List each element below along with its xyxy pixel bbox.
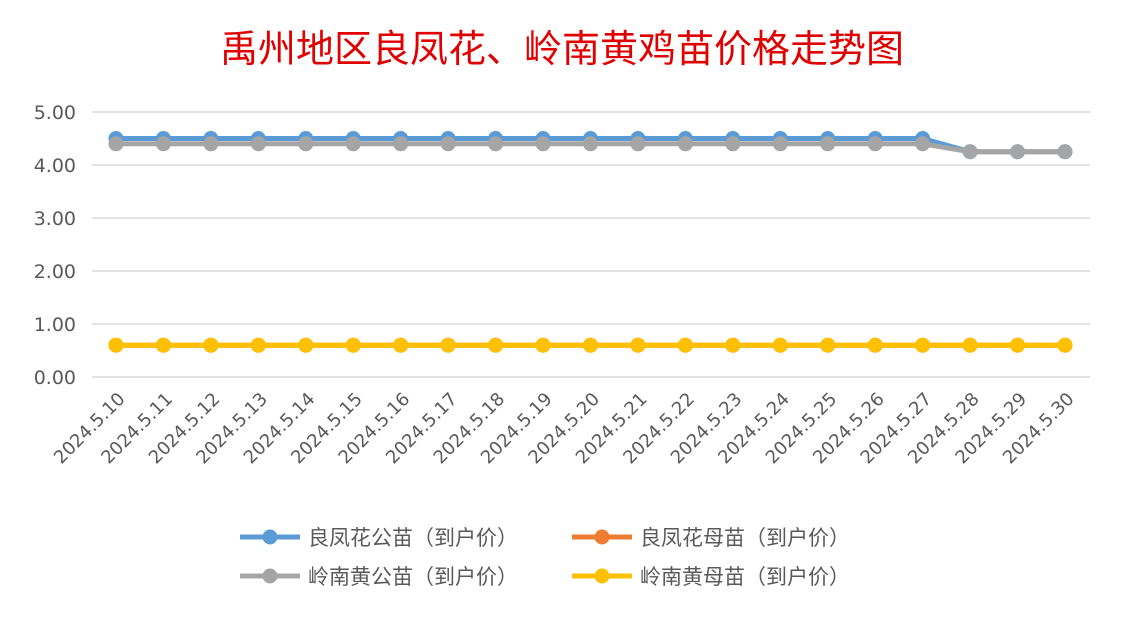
y-tick-label: 2.00 (34, 261, 76, 283)
legend: 良凤花公苗（到户价） 良凤花母苗（到户价） 岭南黄公苗（到户价） 岭南黄母苗（到户价） (240, 526, 850, 589)
data-point (867, 136, 883, 152)
legend-marker (262, 529, 278, 545)
data-point (298, 337, 314, 353)
y-axis-ticks: 0.00 1.00 2.00 3.00 4.00 5.00 (34, 102, 76, 389)
data-point (772, 337, 788, 353)
data-point (440, 136, 456, 152)
legend-label: 良凤花母苗（到户价） (640, 526, 850, 550)
data-point (488, 136, 504, 152)
y-tick-label: 3.00 (34, 208, 76, 230)
data-point (155, 337, 171, 353)
legend-item: 良凤花母苗（到户价） (572, 526, 850, 550)
series-3 (108, 337, 1073, 353)
y-tick-label: 1.00 (34, 314, 76, 336)
data-point (203, 136, 219, 152)
data-point (820, 136, 836, 152)
y-tick-label: 0.00 (34, 367, 76, 389)
data-point (345, 337, 361, 353)
data-point (583, 136, 598, 152)
data-point (867, 337, 883, 353)
x-axis-ticks: 2024.5.102024.5.112024.5.122024.5.132024… (50, 389, 1079, 469)
data-point (1057, 144, 1073, 160)
data-point (583, 337, 598, 353)
data-point (535, 136, 551, 152)
data-point (820, 337, 836, 353)
legend-label: 岭南黄公苗（到户价） (308, 565, 518, 589)
data-point (962, 144, 978, 160)
data-point (677, 337, 693, 353)
legend-marker (594, 568, 610, 584)
data-point (915, 337, 931, 353)
data-point (1057, 337, 1073, 353)
data-point (725, 337, 741, 353)
data-point (203, 337, 219, 353)
data-point (725, 136, 741, 152)
data-point (535, 337, 551, 353)
data-point (488, 337, 504, 353)
legend-item: 良凤花公苗（到户价） (240, 526, 518, 550)
data-point (677, 136, 693, 152)
data-point (250, 337, 266, 353)
data-point (250, 136, 266, 152)
data-point (1010, 337, 1026, 353)
data-point (393, 136, 409, 152)
data-point (108, 136, 124, 152)
legend-item: 岭南黄公苗（到户价） (240, 565, 518, 589)
data-point (298, 136, 314, 152)
series-layer (108, 131, 1073, 353)
legend-label: 良凤花公苗（到户价） (308, 526, 518, 550)
y-tick-label: 5.00 (34, 102, 76, 124)
data-point (962, 337, 978, 353)
legend-marker (262, 568, 278, 584)
data-point (772, 136, 788, 152)
legend-marker (594, 529, 610, 545)
gridlines (92, 111, 1090, 378)
data-point (1010, 144, 1026, 160)
data-point (915, 136, 931, 152)
data-point (630, 136, 646, 152)
legend-label: 岭南黄母苗（到户价） (640, 565, 850, 589)
data-point (630, 337, 646, 353)
data-point (345, 136, 361, 152)
data-point (155, 136, 171, 152)
y-tick-label: 4.00 (34, 155, 76, 177)
chart-title: 禹州地区良凤花、岭南黄鸡苗价格走势图 (220, 27, 904, 71)
data-point (393, 337, 409, 353)
series-2 (108, 136, 1073, 160)
legend-item: 岭南黄母苗（到户价） (572, 565, 850, 589)
data-point (108, 337, 124, 353)
data-point (440, 337, 456, 353)
